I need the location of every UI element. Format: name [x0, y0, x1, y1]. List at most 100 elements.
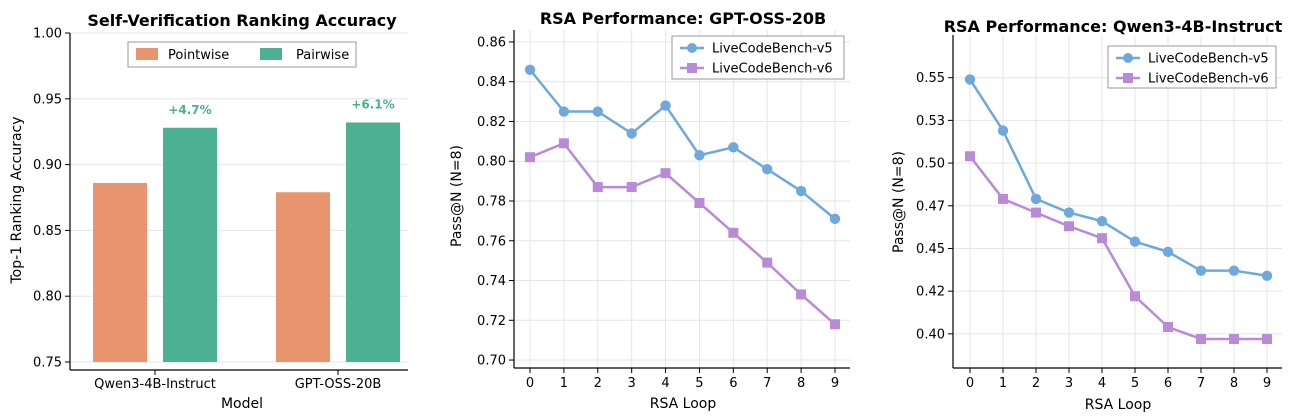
data-point-livecodebench-v6: [660, 168, 671, 179]
data-point-livecodebench-v5: [1096, 215, 1108, 227]
legend-label: LiveCodeBench-v6: [712, 62, 833, 77]
data-point-livecodebench-v6: [1229, 333, 1239, 344]
x-tick-label: 8: [797, 376, 805, 391]
chart-title: Self-Verification Ranking Accuracy: [87, 11, 397, 30]
y-tick-label: 0.42: [916, 285, 945, 300]
y-axis-label: Pass@N (N=8): [449, 145, 465, 247]
x-axis-label: Model: [221, 396, 263, 412]
x-tick-label: 7: [763, 376, 771, 391]
x-tick-label: 3: [1065, 376, 1073, 391]
x-tick-label: 2: [1032, 376, 1040, 391]
data-point-livecodebench-v6: [1031, 207, 1041, 218]
y-tick-label: 0.50: [916, 157, 945, 172]
legend-marker: [687, 43, 697, 53]
y-tick-label: 1.00: [33, 27, 62, 42]
data-point-livecodebench-v5: [1129, 236, 1141, 247]
data-point-livecodebench-v6: [998, 193, 1008, 204]
data-point-livecodebench-v5: [524, 64, 536, 75]
y-tick-label: 0.40: [916, 327, 945, 342]
y-tick-label: 0.82: [477, 115, 506, 130]
legend: LiveCodeBench-v5 LiveCodeBench-v6: [1107, 45, 1277, 89]
legend-swatch-pointwise: [136, 48, 158, 60]
data-point-livecodebench-v5: [660, 100, 671, 111]
y-tick-label: 0.85: [33, 224, 62, 239]
data-point-livecodebench-v6: [592, 182, 603, 193]
legend-marker: [687, 63, 697, 73]
data-point-livecodebench-v5: [1195, 265, 1207, 276]
bar-pairwise: [163, 127, 217, 362]
bar-pairwise: [346, 122, 400, 362]
x-tick-label: 9: [1263, 376, 1271, 391]
data-point-livecodebench-v5: [1030, 193, 1042, 205]
y-tick-label: 0.80: [477, 155, 506, 170]
data-point-livecodebench-v5: [592, 106, 603, 117]
chart-title: RSA Performance: GPT-OSS-20B: [540, 9, 826, 28]
legend-label: LiveCodeBench-v5: [712, 42, 833, 57]
legend-box: [1107, 45, 1277, 89]
x-tick-label: 1: [999, 376, 1007, 391]
bar-pointwise: [276, 192, 330, 362]
legend: Pointwise Pairwise: [127, 41, 357, 68]
y-tick-label: 0.90: [33, 158, 62, 173]
legend-label-pointwise: Pointwise: [168, 48, 229, 63]
x-tick-label: 5: [695, 376, 703, 391]
x-tick-label: 8: [1230, 376, 1238, 391]
x-tick-label: 7: [1197, 376, 1205, 391]
x-tick-label: 4: [1098, 376, 1106, 391]
x-tick-label: 9: [831, 376, 839, 391]
legend-label: LiveCodeBench-v5: [1148, 52, 1269, 67]
y-tick-label: 0.80: [33, 290, 62, 305]
x-tick-label: GPT-OSS-20B: [295, 377, 382, 392]
bar-annotation: +6.1%: [351, 97, 394, 111]
data-point-livecodebench-v6: [558, 138, 569, 149]
y-axis-label: Pass@N (N=8): [891, 151, 907, 253]
data-point-livecodebench-v6: [728, 227, 739, 238]
data-point-livecodebench-v6: [1196, 333, 1206, 344]
legend-marker: [1123, 53, 1133, 63]
data-point-livecodebench-v5: [626, 128, 637, 139]
x-axis-label: RSA Loop: [1085, 397, 1152, 413]
x-tick-label: 6: [1164, 376, 1172, 391]
x-tick-label: 0: [526, 376, 534, 391]
legend-box: [127, 41, 357, 68]
data-point-livecodebench-v6: [762, 257, 773, 268]
legend-box: [671, 35, 845, 80]
legend: LiveCodeBench-v5 LiveCodeBench-v6: [671, 35, 845, 80]
data-point-livecodebench-v6: [1097, 233, 1107, 244]
data-point-livecodebench-v6: [1163, 322, 1173, 333]
y-tick-label: 0.70: [477, 354, 506, 369]
data-point-livecodebench-v6: [525, 152, 535, 163]
y-tick-label: 0.95: [33, 92, 62, 107]
panel-rsa-gpt-oss: RSA Performance: GPT-OSS-20B RSA Loop Pa…: [449, 9, 850, 412]
data-point-livecodebench-v5: [1162, 246, 1174, 258]
data-point-livecodebench-v5: [558, 106, 570, 117]
y-tick-label: 0.76: [477, 234, 506, 249]
chart-title: RSA Performance: Qwen3-4B-Instruct: [944, 17, 1283, 36]
x-axis-label: RSA Loop: [650, 396, 717, 412]
data-point-livecodebench-v6: [1130, 291, 1140, 302]
data-point-livecodebench-v6: [1064, 221, 1074, 232]
y-tick-label: 0.74: [477, 274, 506, 289]
y-tick-label: 0.55: [916, 71, 945, 86]
y-tick-label: 0.75: [33, 356, 62, 371]
data-point-livecodebench-v6: [965, 151, 975, 162]
y-tick-label: 0.86: [477, 35, 506, 50]
data-point-livecodebench-v5: [728, 142, 739, 153]
series-line-livecodebench-v6: [529, 142, 836, 326]
data-point-livecodebench-v5: [997, 125, 1009, 136]
x-tick-label: 0: [966, 376, 974, 391]
bar-pointwise: [93, 183, 147, 362]
data-point-livecodebench-v5: [1261, 270, 1273, 281]
x-tick-label: 5: [1131, 376, 1139, 391]
data-point-livecodebench-v6: [830, 319, 840, 330]
x-tick-label: Qwen3-4B-Instruct: [94, 377, 216, 392]
data-point-livecodebench-v6: [796, 289, 807, 300]
x-tick-label: 2: [594, 376, 602, 391]
data-point-livecodebench-v5: [762, 163, 773, 175]
data-point-livecodebench-v5: [795, 185, 807, 197]
data-point-livecodebench-v6: [1262, 333, 1272, 344]
y-tick-label: 0.72: [477, 314, 506, 329]
x-tick-label: 4: [661, 376, 669, 391]
